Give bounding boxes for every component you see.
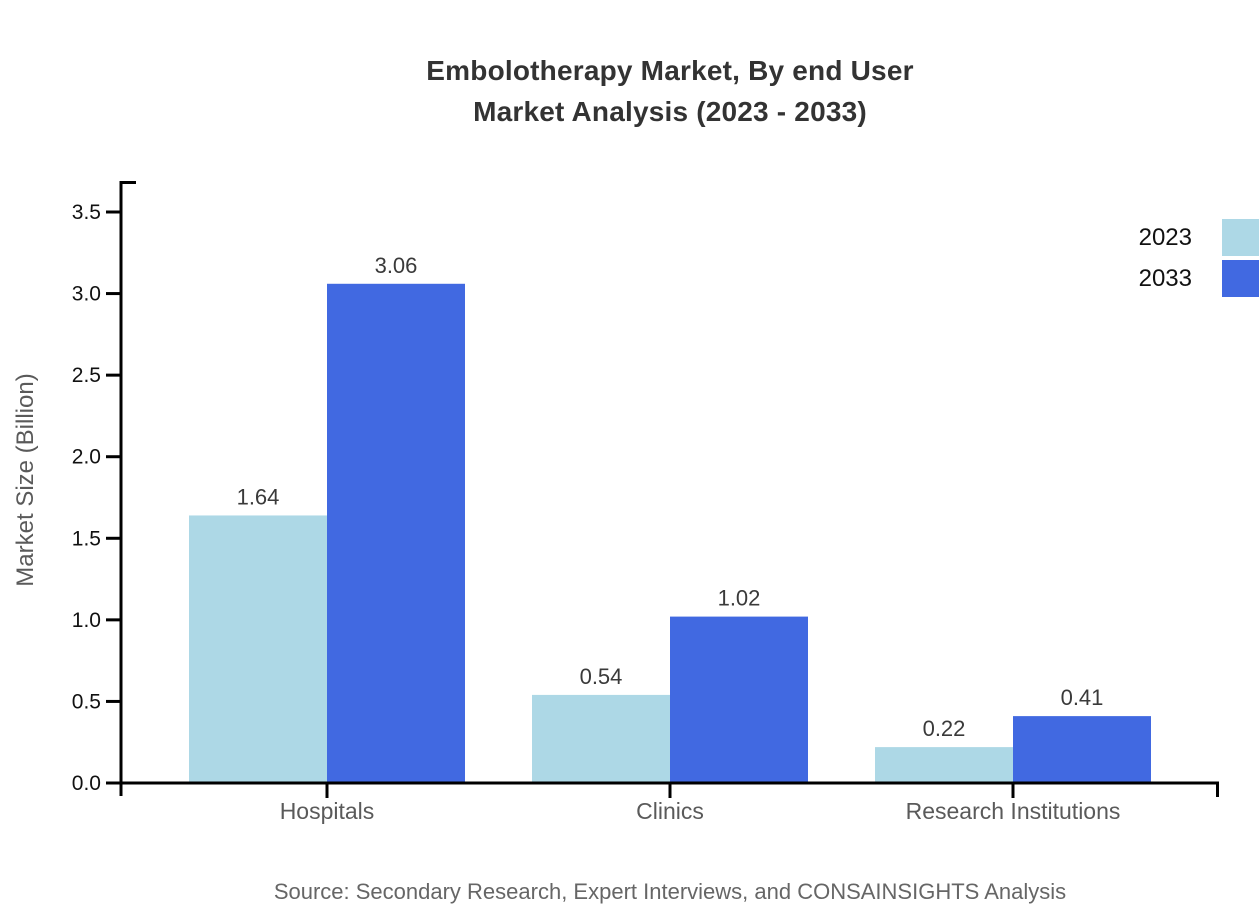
value-label-2033-clinics: 1.02 (718, 586, 761, 611)
bar-2033-hospitals (327, 283, 465, 783)
value-label-2023-research-institutions: 0.22 (923, 716, 966, 741)
legend-swatch-2033 (1222, 260, 1259, 297)
y-tick-label-0.0: 0.0 (72, 772, 101, 795)
legend-label-2023: 2023 (1138, 223, 1192, 251)
y-tick-label-3.0: 3.0 (72, 283, 101, 306)
source-note: Source: Secondary Research, Expert Inter… (273, 879, 1067, 904)
legend-label-2033: 2033 (1138, 264, 1192, 292)
bar-2023-clinics (532, 694, 670, 783)
y-tick-label-1.5: 1.5 (72, 527, 101, 550)
value-label-2033-hospitals: 3.06 (375, 253, 418, 278)
x-tick-label-research-institutions: Research Institutions (906, 798, 1121, 824)
value-label-2023-hospitals: 1.64 (237, 484, 280, 509)
value-label-2033-research-institutions: 0.41 (1061, 685, 1104, 710)
x-tick-label-hospitals: Hospitals (280, 798, 375, 824)
bar-2023-research-institutions (875, 747, 1013, 783)
y-tick-label-0.5: 0.5 (72, 690, 101, 713)
legend-item-2023: 2023 (1139, 219, 1259, 256)
y-tick-label-1.0: 1.0 (72, 609, 101, 632)
legend-item-2033: 2033 (1139, 260, 1259, 297)
bar-2023-hospitals (189, 515, 327, 783)
y-tick-label-2.0: 2.0 (72, 446, 101, 469)
value-label-2023-clinics: 0.54 (580, 664, 623, 689)
chart-title: Embolotherapy Market, By end User Market… (80, 50, 1260, 132)
bar-2033-clinics (670, 616, 808, 783)
y-tick-label-2.5: 2.5 (72, 364, 101, 387)
legend: 2023 2033 (1139, 219, 1259, 301)
chart-title-line2: Market Analysis (2023 - 2033) (473, 96, 867, 127)
x-tick-label-clinics: Clinics (636, 798, 704, 824)
chart-title-line1: Embolotherapy Market, By end User (426, 55, 914, 86)
bar-2033-research-institutions (1013, 716, 1151, 783)
y-axis-title: Market Size (Billion) (12, 373, 39, 586)
y-tick-label-3.5: 3.5 (72, 201, 101, 224)
legend-swatch-2023 (1222, 219, 1259, 256)
